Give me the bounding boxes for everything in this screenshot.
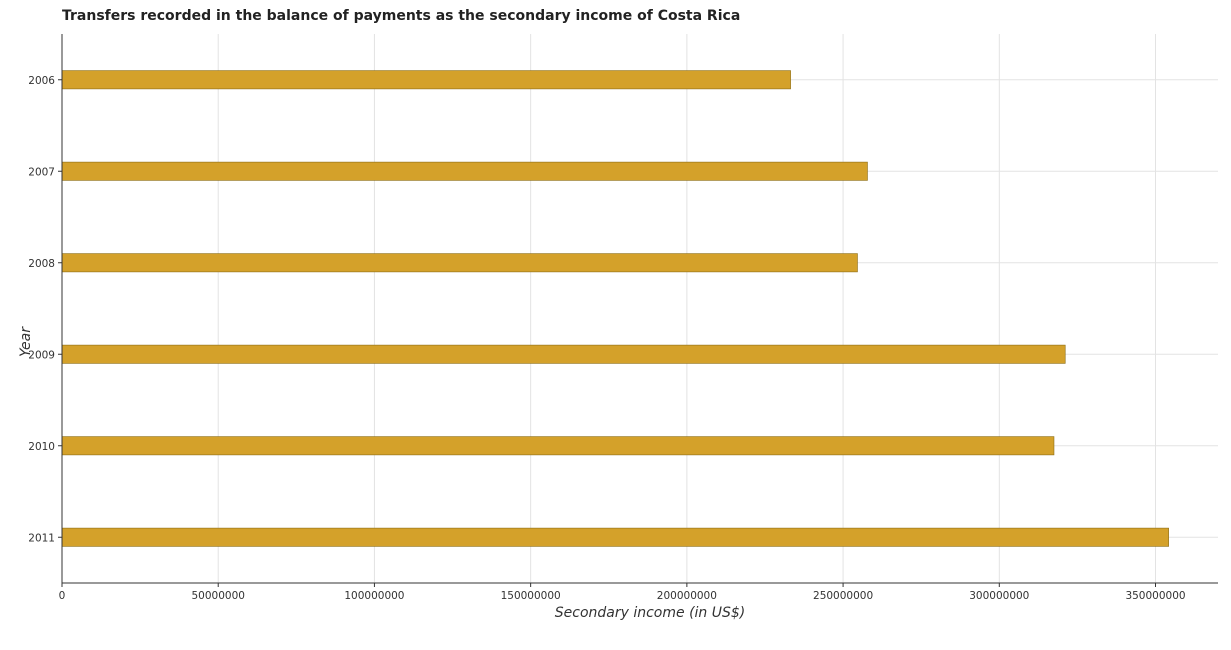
y-tick-label: 2009: [28, 349, 55, 361]
y-tick-label: 2010: [28, 441, 55, 453]
x-tick-label: 300000000: [969, 590, 1029, 602]
y-tick-label: 2006: [28, 75, 55, 87]
bar-2006: [61, 70, 791, 90]
grid-lines: [61, 34, 1218, 583]
x-tick-label: 200000000: [657, 590, 717, 602]
y-axis-label: Year: [18, 326, 34, 357]
axes: 0 50000000 100000000 150000000 200000000 2500…: [28, 34, 1218, 602]
bar-2007: [61, 161, 868, 181]
x-tick-label: 50000000: [191, 590, 244, 602]
x-tick-label: 150000000: [501, 590, 561, 602]
bar-2008: [61, 253, 858, 273]
bar-2010: [61, 436, 1055, 456]
chart-title: Transfers recorded in the balance of pay…: [62, 8, 741, 24]
bar-2011: [61, 527, 1169, 547]
y-tick-label: 2007: [28, 166, 55, 178]
bars: [61, 70, 1169, 547]
x-axis-label: Secondary income (in US$): [555, 605, 746, 621]
x-tick-label: 350000000: [1125, 590, 1185, 602]
x-tick-label: 100000000: [344, 590, 404, 602]
y-tick-label: 2011: [28, 532, 55, 544]
x-tick-label: 0: [59, 590, 66, 602]
y-tick-label: 2008: [28, 258, 55, 270]
bar-2009: [61, 344, 1066, 364]
x-tick-label: 250000000: [813, 590, 873, 602]
